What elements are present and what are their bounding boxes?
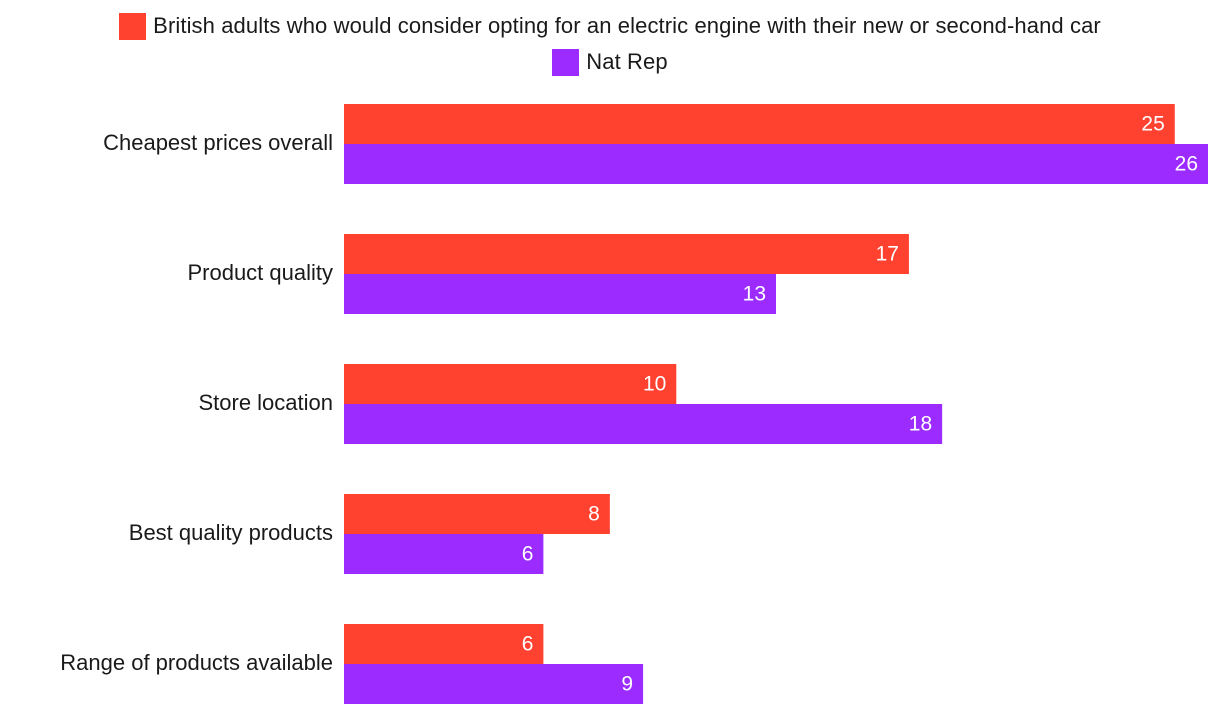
data-label-range-of-products-available-series-1: 6 <box>522 633 534 656</box>
legend-label-series-1: British adults who would consider opting… <box>153 13 1101 38</box>
bar-product-quality-series-2 <box>344 274 776 314</box>
bar-cheapest-prices-overall-series-1 <box>344 104 1175 144</box>
bar-product-quality-series-1 <box>344 234 909 274</box>
bar-store-location-series-1 <box>344 364 677 404</box>
data-label-store-location-series-1: 10 <box>643 373 666 396</box>
category-label-range-of-products-available: Range of products available <box>60 650 333 675</box>
category-label-product-quality: Product quality <box>187 260 333 285</box>
bar-range-of-products-available-series-1 <box>344 624 544 664</box>
data-label-best-quality-products-series-1: 8 <box>588 503 600 526</box>
legend-row-1: British adults who would consider opting… <box>0 10 1220 42</box>
data-label-product-quality-series-1: 17 <box>876 243 899 266</box>
legend-item-series-1: British adults who would consider opting… <box>119 12 1101 40</box>
bar-store-location-series-2 <box>344 404 943 444</box>
category-label-best-quality-products: Best quality products <box>129 520 333 545</box>
data-label-range-of-products-available-series-2: 9 <box>621 673 633 696</box>
data-label-cheapest-prices-overall-series-2: 26 <box>1175 153 1198 176</box>
legend-label-series-2: Nat Rep <box>586 49 668 74</box>
bar-cheapest-prices-overall-series-2 <box>344 144 1208 184</box>
bar-range-of-products-available-series-2 <box>344 664 644 704</box>
bar-best-quality-products-series-2 <box>344 534 544 574</box>
legend-swatch-series-1 <box>119 12 147 40</box>
category-label-store-location: Store location <box>198 390 333 415</box>
bar-best-quality-products-series-1 <box>344 494 610 534</box>
legend-item-series-2: Nat Rep <box>552 48 668 76</box>
data-label-product-quality-series-2: 13 <box>743 283 766 306</box>
data-label-best-quality-products-series-2: 6 <box>522 543 534 566</box>
data-label-cheapest-prices-overall-series-1: 25 <box>1141 113 1164 136</box>
category-label-cheapest-prices-overall: Cheapest prices overall <box>103 130 333 155</box>
legend-row-2: Nat Rep <box>0 46 1220 78</box>
legend-swatch-series-2 <box>552 48 580 76</box>
data-label-store-location-series-2: 18 <box>909 413 932 436</box>
